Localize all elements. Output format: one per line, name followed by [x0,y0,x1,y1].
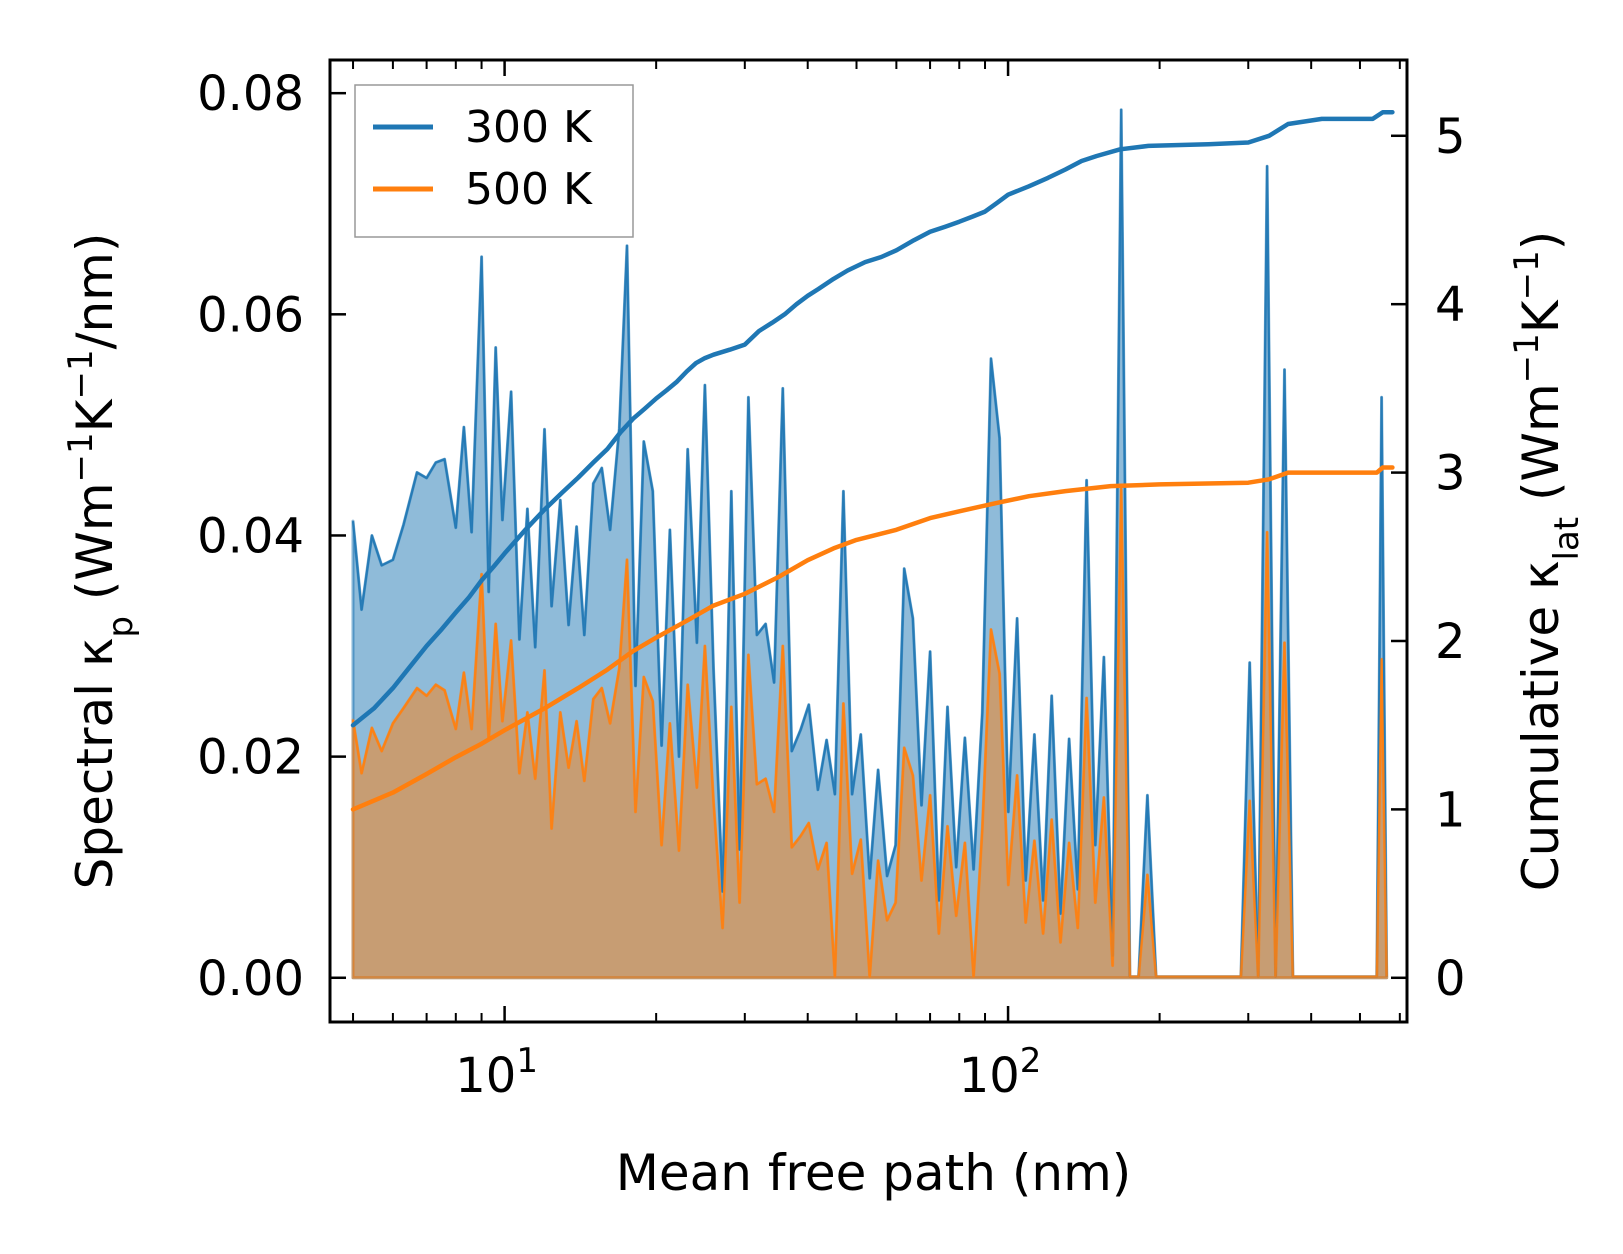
plot-frame [328,58,1409,1024]
y-axis-left-label: Spectral κp (Wm−1K−1/nm) [61,233,141,890]
y-right-tick-label: 2 [1435,614,1466,670]
spectral-line-500k [351,487,1388,978]
y-axis-right-label: Cumulative κlat (Wm−1K−1) [1507,231,1587,891]
legend-box [354,84,634,238]
y-left-tick-label: 0.06 [197,287,304,343]
plot-area [350,108,1395,980]
cumulative-line-300k [350,109,1395,728]
y-left-tick-label: 0.08 [197,66,304,122]
cumulative-line-500k [350,465,1395,812]
y-right-tick-label: 4 [1435,277,1466,333]
y-right-tick-label: 5 [1435,109,1466,165]
x-tick-label: 102 [959,1041,1042,1104]
y-left-tick-label: 0.00 [197,951,304,1007]
y-right-tick-label: 1 [1435,782,1466,838]
legend-label-500k: 500 K [465,164,593,215]
legend: 300 K 500 K [354,84,634,238]
legend-label-300k: 300 K [465,102,593,153]
axes: 101 102 0.00 0.02 0.04 0.06 0.08 0 1 2 3 4 5 [197,58,1466,1104]
x-tick-label: 101 [455,1041,538,1104]
x-axis-label: Mean free path (nm) [616,1144,1132,1202]
spectral-line-300k [351,108,1388,978]
y-left-tick-label: 0.02 [197,730,304,786]
y-right-tick-label: 0 [1435,951,1466,1007]
y-left-tick-label: 0.04 [197,508,304,564]
y-right-tick-label: 3 [1435,446,1466,502]
